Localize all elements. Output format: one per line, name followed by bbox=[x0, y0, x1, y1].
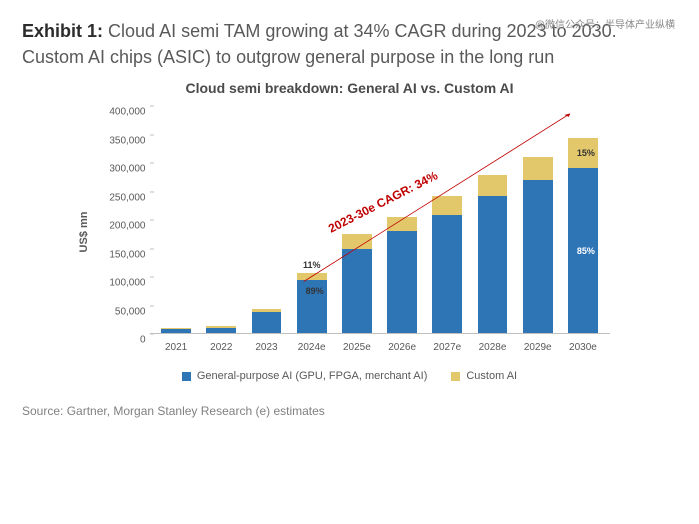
bar-annotation: 89% bbox=[306, 286, 324, 296]
bar-segment-custom bbox=[252, 309, 282, 312]
bar-slot bbox=[334, 106, 379, 333]
bar-segment-custom bbox=[297, 273, 327, 280]
bar-segment-general bbox=[432, 215, 462, 334]
plot-area: 11%89%15%85% 2023-30e CAGR: 34% bbox=[150, 106, 610, 334]
bar-segment-general bbox=[206, 328, 236, 334]
legend-label-general: General-purpose AI (GPU, FPGA, merchant … bbox=[197, 370, 427, 382]
bar-slot bbox=[425, 106, 470, 333]
x-tick-label: 2025e bbox=[334, 338, 379, 362]
bar-stack bbox=[523, 157, 553, 334]
bar-stack bbox=[387, 217, 417, 333]
bar-stack bbox=[432, 196, 462, 333]
y-axis-label: US$ mn bbox=[78, 212, 90, 253]
bar-slot bbox=[470, 106, 515, 333]
exhibit-label: Exhibit 1: bbox=[22, 21, 103, 41]
bars-group: 11% 89% 15% 85% bbox=[150, 106, 610, 333]
y-tick-label: 350,000 bbox=[80, 135, 146, 146]
chart-container: Cloud semi breakdown: General AI vs. Cus… bbox=[80, 80, 620, 382]
bar-segment-general bbox=[252, 312, 282, 334]
legend-item-general: General-purpose AI (GPU, FPGA, merchant … bbox=[182, 370, 427, 382]
bar-annotation: 11% bbox=[303, 260, 321, 270]
bar-segment-general bbox=[478, 196, 508, 333]
bar-annotation: 85% bbox=[577, 246, 595, 256]
chart-title: Cloud semi breakdown: General AI vs. Cus… bbox=[80, 80, 620, 96]
bar-segment-general bbox=[342, 249, 372, 333]
bar-stack: 11%89% bbox=[297, 273, 327, 333]
bar-segment-general bbox=[523, 180, 553, 333]
bar-segment-general bbox=[161, 329, 191, 333]
y-tick-label: 50,000 bbox=[80, 306, 146, 317]
x-tick-label: 2026e bbox=[380, 338, 425, 362]
bar-stack: 15% 85% bbox=[568, 138, 598, 333]
bar-segment-custom bbox=[387, 217, 417, 231]
x-tick-label: 2028e bbox=[470, 338, 515, 362]
y-tick-label: 400,000 bbox=[80, 107, 146, 118]
bar-slot bbox=[244, 106, 289, 333]
legend-label-custom: Custom AI bbox=[466, 370, 517, 382]
watermark-text: @微信公众号：半导体产业纵横 bbox=[535, 16, 675, 31]
source-note: Source: Gartner, Morgan Stanley Research… bbox=[22, 404, 677, 418]
bar-slot bbox=[199, 106, 244, 333]
bar-slot bbox=[154, 106, 199, 333]
y-tick-label: 300,000 bbox=[80, 164, 146, 175]
bar-segment-custom bbox=[478, 175, 508, 197]
bar-stack bbox=[342, 234, 372, 333]
bar-slot bbox=[515, 106, 560, 333]
x-tick-label: 2029e bbox=[515, 338, 560, 362]
bar-segment-custom bbox=[161, 328, 191, 329]
bar-segment-general bbox=[387, 231, 417, 334]
bar-annotation: 15% bbox=[577, 148, 595, 158]
exhibit-title-text: Cloud AI semi TAM growing at 34% CAGR du… bbox=[22, 21, 617, 67]
y-tick-label: 150,000 bbox=[80, 249, 146, 260]
bar-slot: 11% 89% bbox=[289, 106, 334, 333]
x-tick-label: 2021 bbox=[154, 338, 199, 362]
x-tick-label: 2030e bbox=[560, 338, 605, 362]
bar-slot: 15% 85% bbox=[560, 106, 605, 333]
y-tick-label: 100,000 bbox=[80, 278, 146, 289]
legend-swatch-icon bbox=[182, 372, 191, 381]
y-tick-label: 200,000 bbox=[80, 221, 146, 232]
x-labels: 2021202220232024e2025e2026e2027e2028e202… bbox=[150, 338, 610, 362]
legend: General-purpose AI (GPU, FPGA, merchant … bbox=[80, 370, 620, 382]
bar-stack bbox=[206, 326, 236, 333]
x-tick-label: 2024e bbox=[289, 338, 334, 362]
bar-segment-custom bbox=[432, 196, 462, 214]
x-tick-label: 2023 bbox=[244, 338, 289, 362]
legend-swatch-icon bbox=[451, 372, 460, 381]
y-tick-label: 0 bbox=[80, 335, 146, 346]
bar-segment-custom bbox=[342, 234, 372, 249]
bar-slot bbox=[380, 106, 425, 333]
bar-stack bbox=[478, 175, 508, 333]
y-tick-label: 250,000 bbox=[80, 192, 146, 203]
bar-segment-custom bbox=[206, 326, 236, 328]
x-tick-label: 2027e bbox=[425, 338, 470, 362]
plot: US$ mn 0 50,000 100,000 150,000 200,000 250,0… bbox=[80, 102, 620, 362]
x-tick-label: 2022 bbox=[199, 338, 244, 362]
bar-segment-custom bbox=[523, 157, 553, 181]
legend-item-custom: Custom AI bbox=[451, 370, 517, 382]
bar-stack bbox=[252, 309, 282, 334]
bar-stack bbox=[161, 328, 191, 333]
